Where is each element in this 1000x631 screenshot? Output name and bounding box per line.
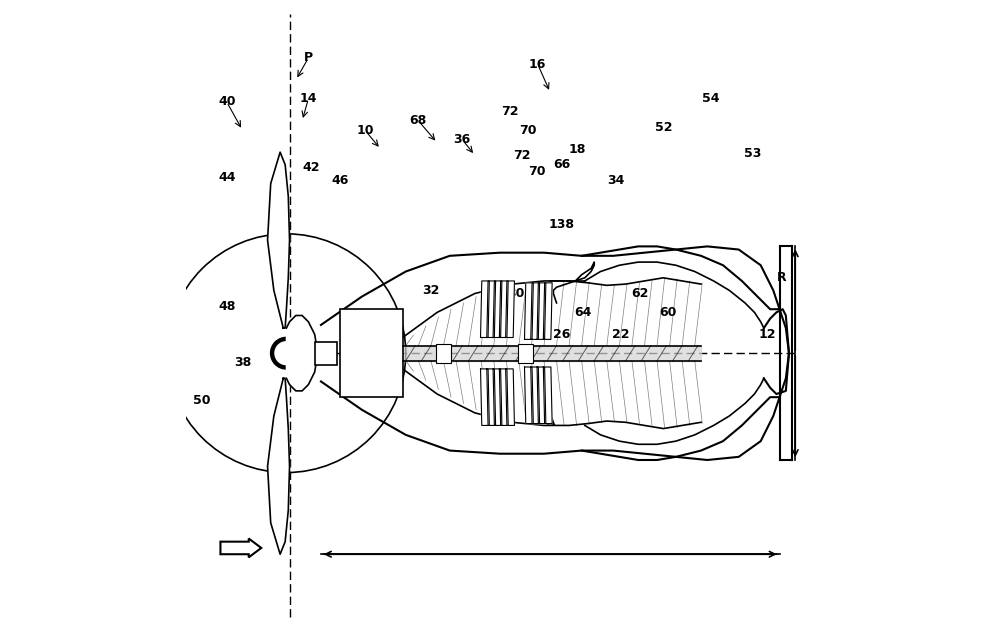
Polygon shape	[487, 281, 496, 338]
Text: 22: 22	[612, 328, 629, 341]
Polygon shape	[537, 283, 546, 339]
Text: 12: 12	[758, 328, 776, 341]
Polygon shape	[268, 152, 290, 328]
Text: 18: 18	[569, 143, 586, 155]
Polygon shape	[499, 281, 508, 338]
Text: R: R	[777, 271, 786, 285]
Bar	[436, 344, 451, 363]
Text: 66: 66	[553, 158, 570, 171]
Text: 26: 26	[553, 328, 570, 341]
Polygon shape	[268, 379, 290, 554]
Text: 70: 70	[520, 124, 537, 137]
Polygon shape	[543, 367, 552, 423]
Bar	[518, 344, 533, 363]
Text: 38: 38	[234, 356, 251, 369]
Polygon shape	[537, 367, 546, 423]
Text: 68: 68	[410, 114, 427, 127]
Text: P: P	[304, 52, 313, 64]
Text: 44: 44	[218, 171, 235, 184]
Text: 54: 54	[702, 92, 719, 105]
Bar	[340, 309, 403, 397]
Polygon shape	[487, 369, 496, 425]
Polygon shape	[481, 281, 489, 338]
Polygon shape	[543, 283, 552, 339]
Text: 72: 72	[501, 105, 518, 118]
Bar	[315, 342, 337, 365]
Polygon shape	[531, 367, 540, 423]
Text: 62: 62	[631, 287, 648, 300]
Text: 53: 53	[744, 147, 761, 160]
Text: 40: 40	[218, 95, 235, 109]
Text: 42: 42	[303, 162, 320, 174]
Polygon shape	[506, 369, 514, 425]
Polygon shape	[499, 369, 508, 425]
Text: 48: 48	[218, 300, 235, 312]
Text: A: A	[545, 416, 555, 429]
Text: 72: 72	[513, 149, 531, 162]
Text: 16: 16	[529, 57, 546, 71]
Text: 46: 46	[331, 174, 348, 187]
Circle shape	[271, 338, 302, 369]
Text: 60: 60	[660, 306, 677, 319]
Polygon shape	[493, 281, 502, 338]
FancyArrow shape	[220, 538, 261, 557]
Text: 34: 34	[608, 174, 625, 187]
Polygon shape	[493, 369, 502, 425]
Text: 32: 32	[422, 284, 440, 297]
Polygon shape	[506, 281, 514, 338]
Text: 70: 70	[528, 165, 545, 177]
Polygon shape	[525, 367, 533, 423]
Polygon shape	[481, 369, 489, 425]
Polygon shape	[525, 283, 533, 339]
Text: 64: 64	[574, 306, 592, 319]
Text: 28: 28	[533, 287, 551, 300]
Text: 10: 10	[356, 124, 374, 137]
Text: 30: 30	[507, 287, 524, 300]
Polygon shape	[531, 283, 540, 339]
Text: 52: 52	[655, 121, 672, 134]
Circle shape	[275, 342, 298, 365]
Text: 50: 50	[193, 394, 210, 407]
Polygon shape	[286, 316, 318, 391]
Text: 138: 138	[549, 218, 575, 231]
Text: 36: 36	[454, 133, 471, 146]
Text: 14: 14	[300, 92, 317, 105]
